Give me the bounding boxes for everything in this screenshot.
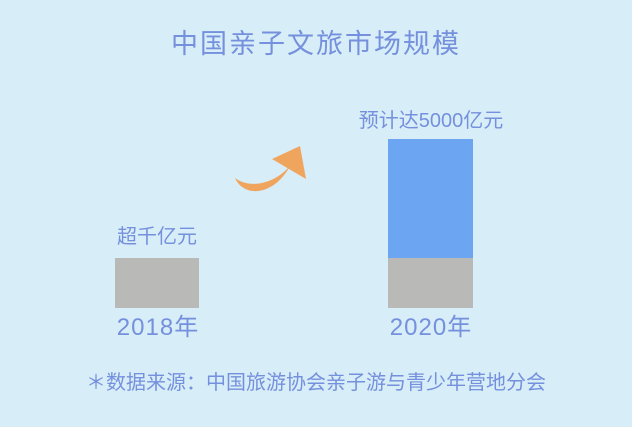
x-axis-label-2018: 2018年: [116, 314, 200, 341]
bar-2020: [388, 139, 473, 308]
bar-segment-base: [388, 258, 473, 308]
growth-arrow-icon: [235, 146, 306, 192]
x-axis-label-2020: 2020年: [389, 314, 473, 341]
bar-segment-base: [115, 258, 199, 308]
source-note: ＊数据来源：中国旅游协会亲子游与青少年营地分会: [86, 372, 546, 394]
bar-2018: [115, 258, 199, 308]
bar-value-label-2018: 超千亿元: [117, 226, 197, 248]
chart-title: 中国亲子文旅市场规模: [171, 29, 461, 59]
bar-value-label-2020: 预计达5000亿元: [358, 110, 504, 132]
bar-segment-growth: [388, 139, 473, 258]
